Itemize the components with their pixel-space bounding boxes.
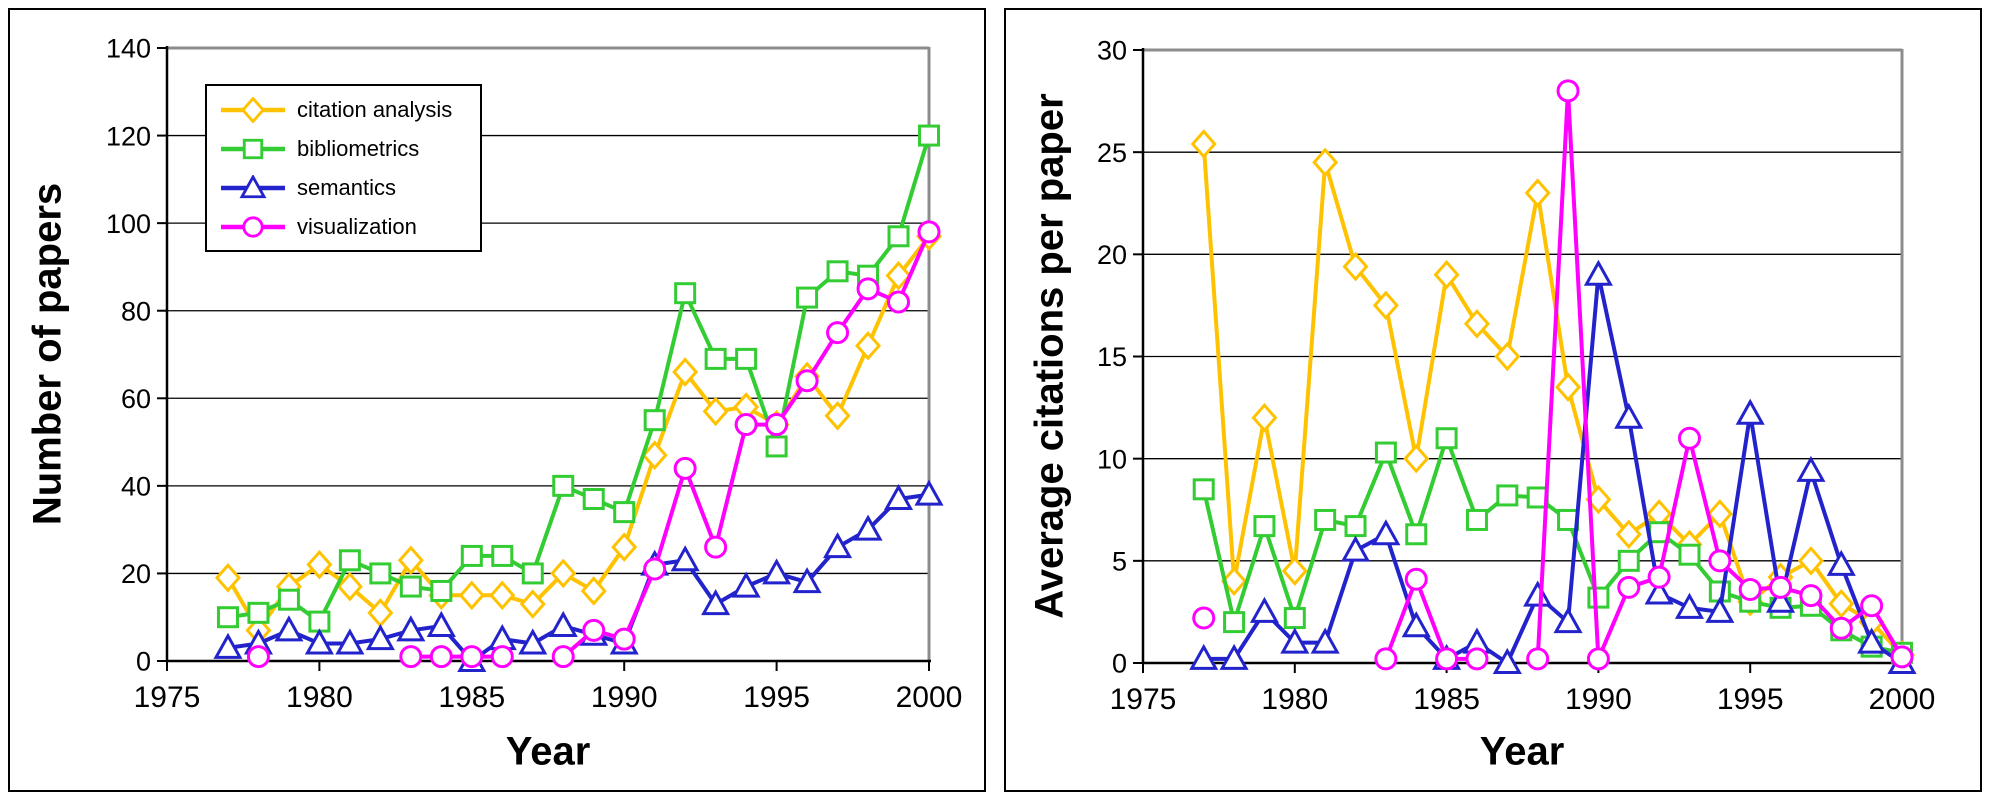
y-tick-label: 10 — [1097, 444, 1127, 474]
y-tick-label: 25 — [1097, 138, 1127, 168]
x-tick-label: 2000 — [896, 681, 963, 714]
x-axis-title-year-right: Year — [1479, 729, 1565, 774]
legend-item-semantics: semantics — [207, 174, 480, 201]
y-axis-title-average-citations: Average citations per paper — [1027, 93, 1072, 619]
y-tick-label: 80 — [121, 296, 151, 326]
citations-chart-panel: 0 5 10 15 20 25 30 1975 1980 1985 1990 1995 2000 Ave… — [1004, 8, 1982, 792]
x-tick-label: 1980 — [286, 681, 353, 714]
x-tick-label: 1980 — [1261, 683, 1328, 716]
series-bibliometrics — [216, 124, 940, 633]
y-tick-label: 20 — [121, 559, 151, 589]
legend: citation analysis bibliometrics semantic… — [205, 84, 482, 252]
x-tick-label: 2000 — [1869, 683, 1936, 716]
semantics-triangle-swatch-icon — [221, 174, 285, 198]
visualization-circle-swatch-icon — [221, 215, 285, 238]
y-tick-label: 60 — [121, 384, 151, 414]
y-tick-label: 30 — [1097, 36, 1127, 66]
y-tick-label: 0 — [1112, 649, 1127, 679]
series-visualization — [1192, 79, 1914, 671]
legend-label: citation analysis — [297, 96, 453, 122]
papers-chart-canvas: 0 20 40 60 80 100 120 140 1975 1980 1985 1990 1995 20… — [106, 34, 963, 714]
y-tick-label: 5 — [1112, 547, 1127, 577]
x-axis-title-year-left: Year — [505, 729, 591, 774]
citation-analysis-diamond-swatch-icon — [221, 96, 285, 123]
x-tick-label: 1990 — [1565, 683, 1632, 716]
series-visualization — [246, 220, 941, 669]
x-tick-label: 1985 — [1413, 683, 1480, 716]
y-tick-label: 140 — [106, 34, 151, 64]
x-tick-label: 1990 — [591, 681, 658, 714]
legend-item-citation-analysis: citation analysis — [207, 96, 480, 123]
y-tick-label: 120 — [106, 121, 151, 151]
x-tick-label: 1985 — [438, 681, 505, 714]
x-tick-label: 1975 — [134, 681, 201, 714]
papers-chart-panel: 0 20 40 60 80 100 120 140 1975 1980 1985 1990 1995 20… — [8, 8, 986, 792]
bibliometrics-square-swatch-icon — [221, 138, 285, 159]
series-citation-analysis — [214, 221, 942, 646]
x-tick-label: 1995 — [743, 681, 810, 714]
y-tick-label: 0 — [136, 647, 151, 677]
citations-chart-canvas: 0 5 10 15 20 25 30 1975 1980 1985 1990 1995 2000 — [1097, 36, 1936, 716]
y-axis-title-number-of-papers: Number of papers — [25, 182, 70, 526]
x-tick-label: 1975 — [1110, 683, 1177, 716]
y-tick-label: 100 — [106, 209, 151, 239]
legend-label: semantics — [297, 174, 397, 200]
legend-label: bibliometrics — [297, 135, 420, 161]
legend-item-visualization: visualization — [207, 214, 480, 240]
x-tick-label: 1995 — [1717, 683, 1784, 716]
legend-item-bibliometrics: bibliometrics — [207, 136, 480, 162]
y-tick-label: 20 — [1097, 240, 1127, 270]
y-tick-label: 40 — [121, 472, 151, 502]
legend-label: visualization — [297, 213, 417, 239]
y-tick-label: 15 — [1097, 342, 1127, 372]
